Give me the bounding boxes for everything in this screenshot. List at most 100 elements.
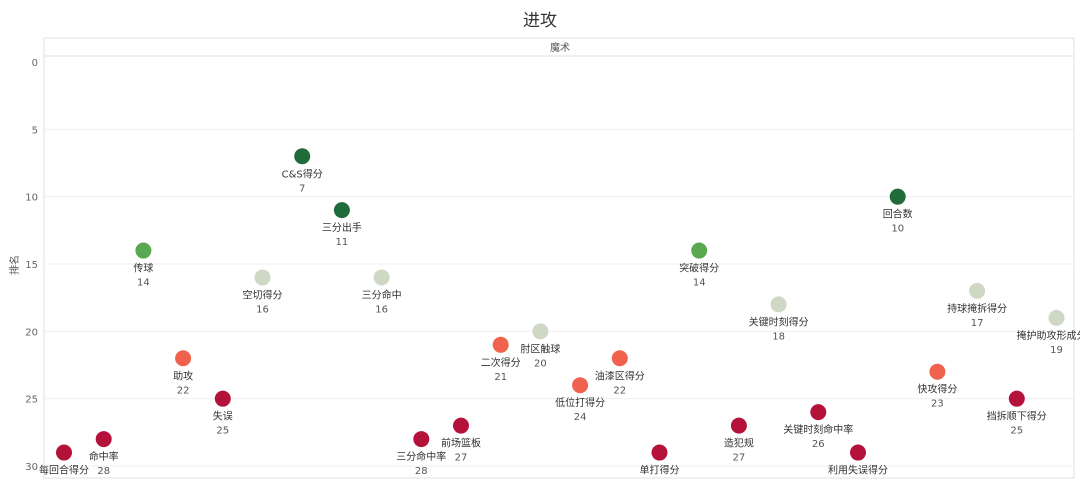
- data-point[interactable]: 持球掩拆得分 17: [947, 282, 1007, 329]
- data-point[interactable]: 失误 25: [213, 390, 233, 437]
- point-value: 21: [494, 372, 507, 383]
- point-label: 挡拆顺下得分: [987, 410, 1047, 423]
- point-label: 二次得分: [481, 356, 521, 369]
- data-point[interactable]: 单打得分29: [640, 444, 680, 480]
- point-label: 利用失误得分: [828, 464, 888, 477]
- point-marker[interactable]: [254, 269, 271, 286]
- point-label: 回合数: [883, 208, 913, 221]
- point-label: 突破得分: [679, 262, 719, 275]
- point-marker[interactable]: [770, 296, 787, 313]
- point-label: 三分命中率: [396, 450, 446, 463]
- plot-frame: [43, 37, 1075, 479]
- point-label: 失误: [213, 410, 233, 423]
- data-point[interactable]: C&S得分 7: [282, 148, 323, 194]
- data-point[interactable]: 低位打得分 24: [555, 377, 605, 423]
- data-point[interactable]: 挡拆顺下得分 25: [987, 390, 1047, 437]
- point-marker[interactable]: [691, 242, 708, 259]
- point-marker[interactable]: [333, 202, 350, 219]
- data-point[interactable]: 利用失误得分29: [828, 444, 888, 480]
- data-point[interactable]: 掩护助攻形成分数 19: [1017, 309, 1080, 356]
- point-label: 掩护助攻形成分数: [1017, 329, 1080, 342]
- point-marker[interactable]: [969, 282, 986, 299]
- chart-title: 进攻: [523, 11, 557, 31]
- point-marker[interactable]: [453, 417, 469, 434]
- data-point[interactable]: 回合数 10: [883, 188, 913, 235]
- point-value: 17: [971, 318, 984, 329]
- point-label: 三分出手: [322, 221, 362, 234]
- point-label: 持球掩拆得分: [947, 302, 1007, 315]
- data-point[interactable]: 油漆区得分 22: [595, 350, 645, 396]
- point-label: 每回合得分: [39, 464, 89, 477]
- data-point[interactable]: 命中率 28: [89, 431, 119, 477]
- point-marker[interactable]: [294, 148, 311, 165]
- point-value: 7: [299, 183, 305, 194]
- point-marker[interactable]: [929, 363, 946, 380]
- point-value: 25: [216, 426, 229, 437]
- point-marker[interactable]: [135, 242, 152, 259]
- point-marker[interactable]: [532, 323, 549, 340]
- y-axis-title: 排名: [8, 255, 21, 275]
- point-marker[interactable]: [850, 444, 866, 461]
- point-value: 23: [931, 399, 944, 410]
- point-marker[interactable]: [373, 269, 390, 286]
- data-point[interactable]: 三分命中 16: [362, 269, 402, 315]
- point-label: 助攻: [173, 369, 193, 382]
- point-label: 前场篮板: [441, 437, 481, 450]
- data-point[interactable]: 关键时刻命中率 26: [783, 404, 853, 450]
- point-label: 油漆区得分: [595, 369, 645, 382]
- point-value: 27: [455, 453, 468, 464]
- point-value: 16: [375, 304, 388, 315]
- point-marker[interactable]: [611, 350, 628, 367]
- data-point[interactable]: 空切得分 16: [243, 269, 283, 315]
- y-tick-label: 15: [25, 260, 38, 271]
- point-label: 三分命中: [362, 288, 402, 301]
- point-marker[interactable]: [413, 431, 430, 448]
- point-marker[interactable]: [730, 417, 747, 434]
- point-marker[interactable]: [56, 444, 72, 461]
- point-label: 关键时刻得分: [749, 315, 809, 328]
- point-label: 低位打得分: [555, 396, 605, 409]
- point-value: 16: [256, 304, 269, 315]
- data-point[interactable]: 造犯规 27: [724, 417, 754, 464]
- point-label: 造犯规: [724, 437, 754, 450]
- data-point[interactable]: 二次得分 21: [481, 336, 521, 383]
- point-marker[interactable]: [651, 444, 668, 461]
- point-marker[interactable]: [492, 336, 509, 353]
- point-value: 26: [812, 439, 825, 450]
- data-point[interactable]: 前场篮板 27: [441, 417, 481, 464]
- grid-layer: [44, 128, 1074, 467]
- point-label: 关键时刻命中率: [783, 423, 853, 436]
- data-point[interactable]: 三分出手 11: [322, 202, 362, 248]
- data-point[interactable]: 三分命中率 28: [396, 431, 446, 477]
- point-value: 28: [97, 466, 110, 477]
- point-marker[interactable]: [214, 390, 231, 407]
- point-value: 20: [534, 358, 547, 369]
- point-marker[interactable]: [810, 404, 827, 421]
- point-value: 22: [613, 385, 626, 396]
- point-marker[interactable]: [889, 188, 906, 205]
- point-marker[interactable]: [1048, 309, 1065, 326]
- point-marker[interactable]: [95, 431, 112, 448]
- y-tick-label: 25: [25, 395, 38, 406]
- point-value: 18: [772, 331, 785, 342]
- data-point[interactable]: 传球 14: [133, 242, 153, 289]
- y-tick-label: 0: [32, 58, 38, 69]
- point-marker[interactable]: [175, 350, 192, 367]
- point-label: 空切得分: [243, 288, 283, 301]
- facet-label: 魔术: [550, 41, 570, 54]
- point-value: 27: [733, 453, 746, 464]
- data-point[interactable]: 突破得分 14: [679, 242, 719, 289]
- data-point[interactable]: 每回合得分29: [39, 444, 89, 480]
- data-point[interactable]: 关键时刻得分 18: [749, 296, 809, 342]
- data-point[interactable]: 助攻 22: [173, 350, 193, 396]
- point-label: 单打得分: [640, 464, 680, 477]
- point-value: 11: [336, 237, 349, 248]
- data-point[interactable]: 快攻得分 23: [917, 363, 957, 410]
- point-value: 28: [415, 466, 428, 477]
- point-marker[interactable]: [572, 377, 589, 394]
- point-marker[interactable]: [1008, 390, 1025, 407]
- y-axis-ticks: 0 5 10 15 20 25 30: [25, 58, 38, 473]
- point-value: 14: [137, 278, 150, 289]
- data-point[interactable]: 肘区触球 20: [520, 323, 560, 369]
- y-tick-label: 30: [25, 462, 38, 473]
